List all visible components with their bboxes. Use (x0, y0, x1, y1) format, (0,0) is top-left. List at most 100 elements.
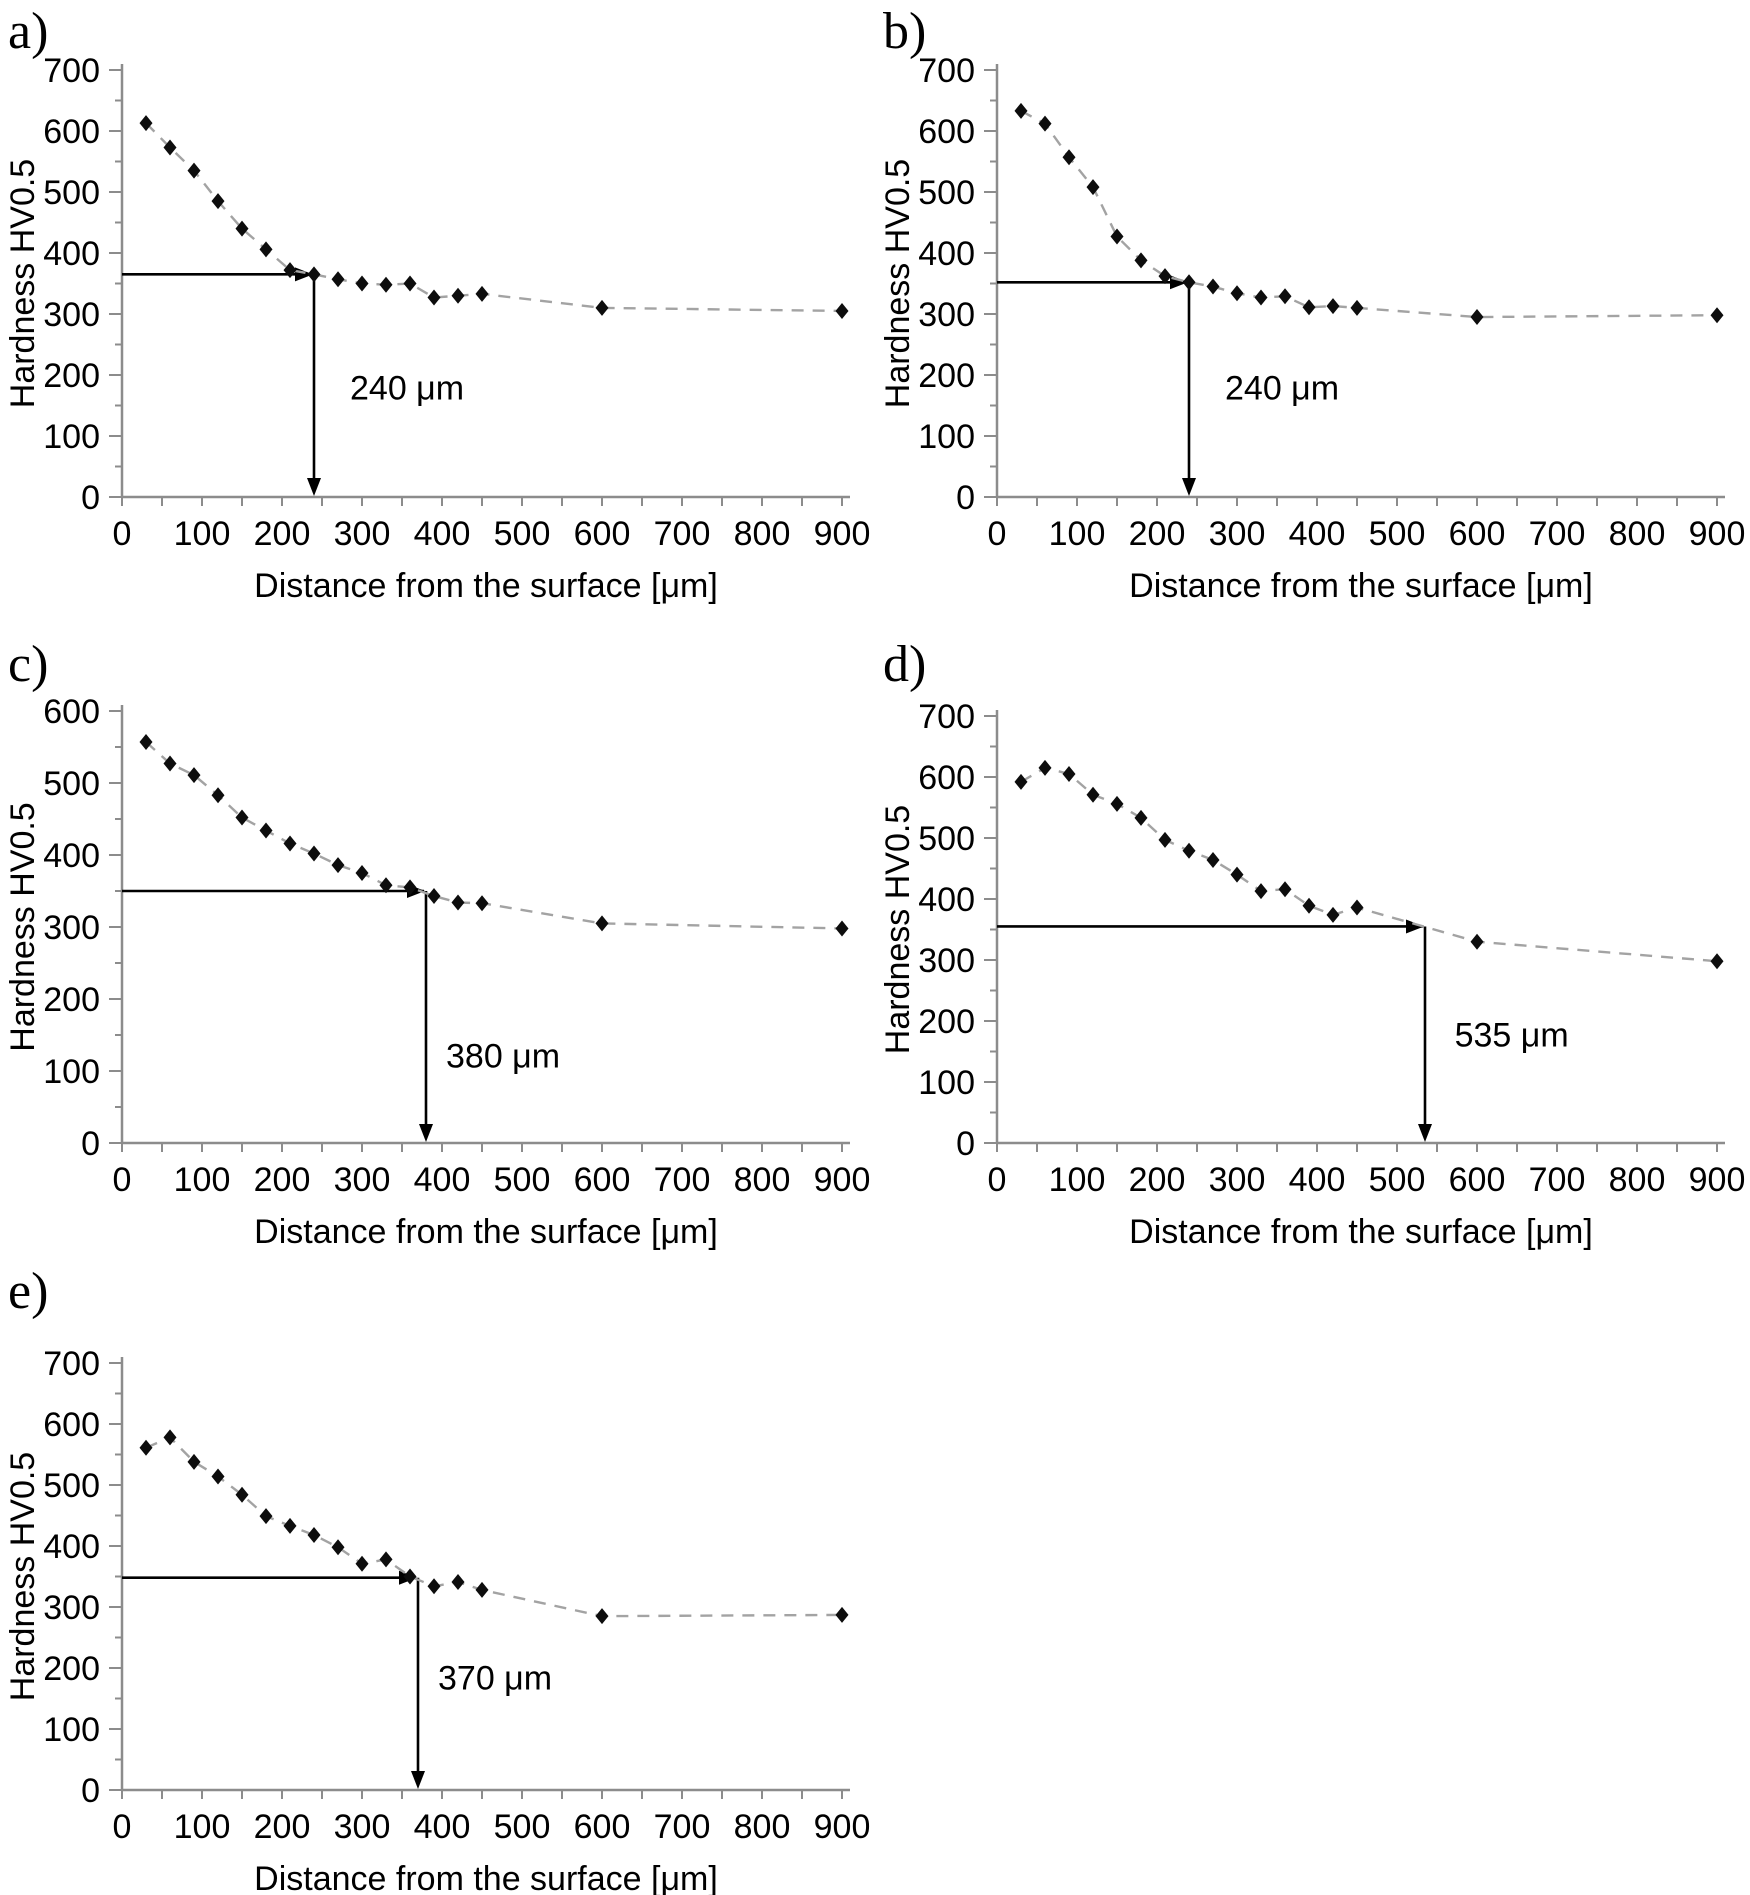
svg-text:0: 0 (81, 479, 100, 517)
svg-text:0: 0 (113, 1161, 132, 1199)
svg-text:300: 300 (334, 515, 391, 553)
svg-text:500: 500 (918, 820, 975, 858)
svg-text:0: 0 (113, 515, 132, 553)
svg-text:500: 500 (1369, 1161, 1426, 1199)
svg-text:Hardness HV0.5: Hardness HV0.5 (879, 159, 917, 408)
svg-text:500: 500 (918, 174, 975, 212)
svg-text:500: 500 (43, 1467, 100, 1505)
svg-text:800: 800 (734, 515, 791, 553)
svg-text:900: 900 (1689, 515, 1746, 553)
panel-c-label: c) (8, 636, 49, 693)
svg-text:400: 400 (414, 1808, 471, 1846)
svg-text:600: 600 (574, 1808, 631, 1846)
svg-text:Distance from the surface [μm]: Distance from the surface [μm] (1129, 1213, 1593, 1250)
svg-text:400: 400 (43, 837, 100, 875)
svg-text:600: 600 (43, 113, 100, 151)
svg-text:Hardness HV0.5: Hardness HV0.5 (4, 1452, 42, 1701)
svg-text:700: 700 (918, 52, 975, 90)
svg-text:535 μm: 535 μm (1455, 1017, 1569, 1055)
hardness-chart-d: 0 100 200 300 400 500 600 700 0 100 200 300 400 500 60… (879, 698, 1746, 1250)
svg-text:300: 300 (43, 1589, 100, 1627)
figure-row-1: a) 0 100 200 300 400 500 600 700 0 100 200 300 400 50… (0, 0, 1750, 615)
svg-text:0: 0 (113, 1808, 132, 1846)
svg-text:600: 600 (1449, 1161, 1506, 1199)
svg-text:900: 900 (814, 1161, 871, 1199)
svg-text:600: 600 (918, 759, 975, 797)
svg-text:100: 100 (1049, 515, 1106, 553)
svg-text:100: 100 (174, 515, 231, 553)
panel-b-label: b) (883, 3, 927, 60)
svg-text:Hardness HV0.5: Hardness HV0.5 (4, 159, 42, 408)
svg-text:240 μm: 240 μm (350, 369, 464, 407)
svg-text:200: 200 (918, 1003, 975, 1041)
figure-row-3: e) 0 100 200 300 400 500 600 700 0 100 200 300 400 50… (0, 1250, 1750, 1895)
svg-text:300: 300 (334, 1161, 391, 1199)
svg-text:Distance from the surface [μm]: Distance from the surface [μm] (254, 567, 718, 605)
svg-text:900: 900 (814, 1808, 871, 1846)
svg-text:700: 700 (918, 698, 975, 736)
svg-text:0: 0 (81, 1772, 100, 1810)
svg-text:200: 200 (254, 1161, 311, 1199)
svg-text:Hardness HV0.5: Hardness HV0.5 (4, 802, 42, 1051)
figure-row-2: c) 0 100 200 300 400 500 600 0 100 200 300 400 500 60… (0, 615, 1750, 1251)
svg-text:500: 500 (43, 174, 100, 212)
svg-text:700: 700 (1529, 515, 1586, 553)
svg-text:Distance from the surface [μm]: Distance from the surface [μm] (254, 1860, 718, 1895)
svg-text:400: 400 (1289, 515, 1346, 553)
svg-text:240 μm: 240 μm (1225, 369, 1339, 407)
svg-text:800: 800 (734, 1161, 791, 1199)
svg-text:100: 100 (43, 418, 100, 456)
svg-text:400: 400 (1289, 1161, 1346, 1199)
panel-a: a) 0 100 200 300 400 500 600 700 0 100 200 300 400 50… (0, 0, 875, 615)
svg-text:400: 400 (918, 881, 975, 919)
svg-text:Distance from the surface [μm]: Distance from the surface [μm] (1129, 567, 1593, 605)
svg-text:700: 700 (654, 1161, 711, 1199)
svg-text:300: 300 (43, 296, 100, 334)
svg-text:100: 100 (918, 1064, 975, 1102)
svg-text:700: 700 (1529, 1161, 1586, 1199)
svg-text:700: 700 (654, 1808, 711, 1846)
panel-d-label: d) (883, 636, 927, 693)
svg-text:500: 500 (43, 765, 100, 803)
svg-text:300: 300 (334, 1808, 391, 1846)
svg-text:400: 400 (918, 235, 975, 273)
svg-text:0: 0 (81, 1125, 100, 1163)
svg-text:200: 200 (918, 357, 975, 395)
svg-text:100: 100 (43, 1053, 100, 1091)
svg-text:0: 0 (988, 1161, 1007, 1199)
hardness-chart-c: 0 100 200 300 400 500 600 0 100 200 300 400 500 600 70… (4, 693, 871, 1250)
svg-text:800: 800 (1609, 1161, 1666, 1199)
svg-text:600: 600 (43, 693, 100, 731)
panel-b: b) 0 100 200 300 400 500 600 700 0 100 200 300 400 50… (875, 0, 1750, 615)
svg-text:800: 800 (734, 1808, 791, 1846)
panel-empty (875, 1250, 1750, 1895)
svg-text:800: 800 (1609, 515, 1666, 553)
svg-text:300: 300 (43, 909, 100, 947)
svg-text:600: 600 (918, 113, 975, 151)
svg-text:300: 300 (1209, 515, 1266, 553)
svg-text:370 μm: 370 μm (438, 1659, 552, 1697)
svg-text:200: 200 (43, 357, 100, 395)
svg-text:200: 200 (254, 515, 311, 553)
svg-text:400: 400 (414, 1161, 471, 1199)
panel-c: c) 0 100 200 300 400 500 600 0 100 200 300 400 500 60… (0, 615, 875, 1251)
svg-text:500: 500 (494, 1161, 551, 1199)
svg-text:300: 300 (1209, 1161, 1266, 1199)
svg-text:200: 200 (43, 981, 100, 1019)
svg-text:300: 300 (918, 296, 975, 334)
svg-text:900: 900 (814, 515, 871, 553)
svg-text:200: 200 (1129, 1161, 1186, 1199)
svg-text:Distance from the surface [μm]: Distance from the surface [μm] (254, 1213, 718, 1250)
hardness-chart-b: 0 100 200 300 400 500 600 700 0 100 200 300 400 500 60… (879, 52, 1746, 605)
svg-text:900: 900 (1689, 1161, 1746, 1199)
svg-text:300: 300 (918, 942, 975, 980)
svg-text:600: 600 (43, 1406, 100, 1444)
svg-text:500: 500 (494, 515, 551, 553)
svg-text:100: 100 (1049, 1161, 1106, 1199)
svg-text:100: 100 (174, 1808, 231, 1846)
svg-text:600: 600 (1449, 515, 1506, 553)
panel-e: e) 0 100 200 300 400 500 600 700 0 100 200 300 400 50… (0, 1250, 875, 1895)
svg-text:500: 500 (1369, 515, 1426, 553)
svg-text:600: 600 (574, 1161, 631, 1199)
